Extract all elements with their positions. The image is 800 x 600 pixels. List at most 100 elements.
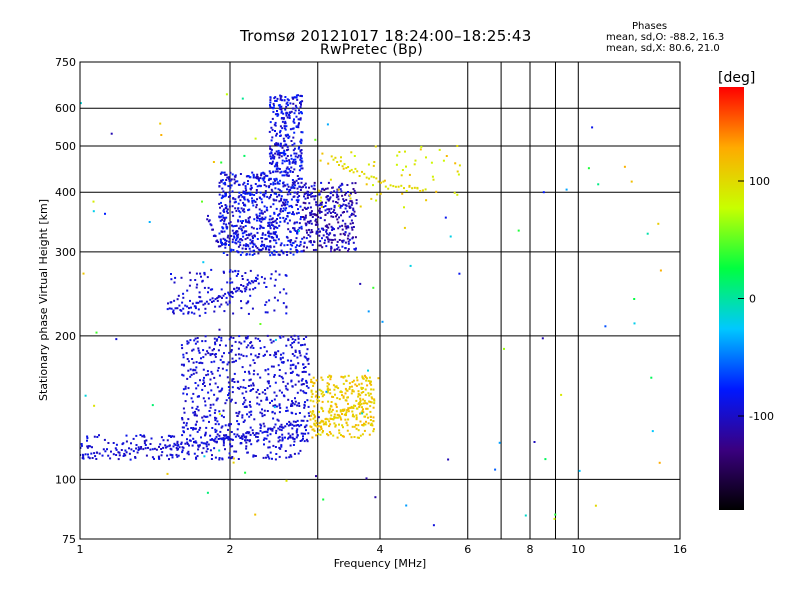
echo-point <box>292 136 295 139</box>
echo-point <box>290 403 293 406</box>
echo-point <box>334 156 337 159</box>
echo-point <box>93 452 96 455</box>
echo-point <box>167 434 170 437</box>
echo-point <box>266 434 269 437</box>
echo-point <box>293 334 296 337</box>
echo-point <box>288 188 291 191</box>
echo-point <box>292 97 295 100</box>
echo-point <box>245 286 248 289</box>
echo-point <box>299 389 302 392</box>
echo-point <box>341 394 343 397</box>
echo-point <box>372 164 375 167</box>
echo-point <box>302 338 305 340</box>
echo-point <box>350 203 353 206</box>
echo-point <box>279 106 282 109</box>
echo-point <box>239 253 242 256</box>
echo-point <box>316 425 319 428</box>
echo-point <box>337 188 340 191</box>
echo-point <box>330 155 333 158</box>
echo-point <box>281 162 284 165</box>
echo-point <box>139 434 142 436</box>
echo-point <box>96 451 99 454</box>
echo-point <box>239 238 242 240</box>
echo-point <box>309 235 312 238</box>
echo-point <box>189 375 192 378</box>
echo-point <box>279 407 282 409</box>
echo-point <box>237 233 240 236</box>
echo-point <box>346 184 349 186</box>
echo-point <box>304 202 307 205</box>
echo-point <box>214 409 217 412</box>
echo-point <box>279 97 282 100</box>
echo-point <box>282 216 285 219</box>
echo-point <box>310 390 313 393</box>
echo-point <box>226 212 229 214</box>
echo-point <box>278 194 281 197</box>
echo-point <box>274 270 277 273</box>
echo-point <box>238 215 241 218</box>
echo-point <box>247 432 250 435</box>
echo-point <box>305 208 308 210</box>
echo-point <box>351 390 354 392</box>
echo-point <box>321 201 323 204</box>
echo-point <box>284 96 287 98</box>
echo-point <box>222 222 225 225</box>
echo-point <box>274 233 277 236</box>
echo-point <box>326 418 329 421</box>
echo-point <box>202 356 205 359</box>
echo-point <box>287 148 290 151</box>
echo-point <box>291 127 294 130</box>
echo-point <box>303 236 306 239</box>
echo-point <box>205 443 208 446</box>
echo-point <box>231 445 234 448</box>
echo-point <box>303 403 306 406</box>
y-tick-label: 750 <box>55 56 76 69</box>
x-tick-label: 16 <box>673 543 687 556</box>
echo-point <box>270 224 273 226</box>
echo-point <box>240 342 243 345</box>
echo-point <box>208 410 211 412</box>
echo-point <box>357 392 360 395</box>
echo-point <box>283 127 286 130</box>
echo-point <box>298 177 301 180</box>
echo-point <box>269 155 272 158</box>
echo-point <box>207 286 210 289</box>
echo-point <box>275 429 278 432</box>
echo-point <box>286 171 289 174</box>
echo-point <box>282 207 285 210</box>
echo-point <box>293 438 296 440</box>
echo-point <box>225 205 228 208</box>
echo-point <box>329 432 332 435</box>
echo-point <box>151 456 154 459</box>
echo-point <box>283 99 286 102</box>
echo-point <box>240 207 243 210</box>
echo-point <box>243 210 246 213</box>
echo-point <box>302 249 305 252</box>
echo-point <box>252 359 255 362</box>
echo-point <box>274 446 277 448</box>
echo-point <box>283 244 286 247</box>
echo-point <box>276 163 278 166</box>
echo-point <box>286 422 288 425</box>
echo-point <box>324 205 327 207</box>
echo-point <box>275 134 278 137</box>
echo-point <box>219 172 222 175</box>
echo-point <box>342 382 345 385</box>
echo-point <box>303 206 306 209</box>
echo-point <box>357 429 360 432</box>
echo-point <box>325 229 328 232</box>
echo-point <box>270 221 273 224</box>
echo-point <box>281 146 284 149</box>
echo-point <box>222 438 225 441</box>
echo-point <box>284 425 287 428</box>
echo-point <box>298 169 301 172</box>
echo-point <box>191 349 194 352</box>
echo-point <box>196 455 199 458</box>
echo-point <box>130 442 132 445</box>
echo-point <box>266 454 269 457</box>
echo-point <box>287 239 290 242</box>
echo-point <box>336 218 339 221</box>
echo-point <box>334 393 336 396</box>
echo-point <box>341 413 343 415</box>
echo-point <box>249 433 252 436</box>
